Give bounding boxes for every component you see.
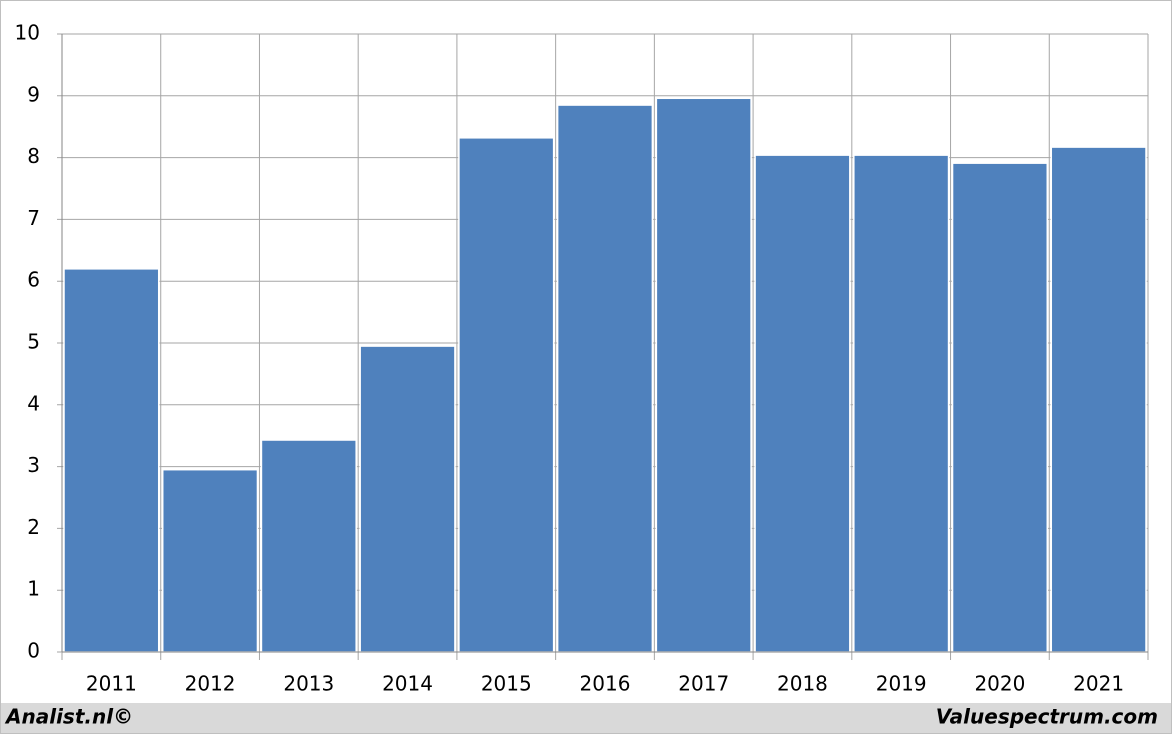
y-tick-label: 0 bbox=[27, 639, 40, 663]
y-tick-label: 9 bbox=[27, 82, 40, 106]
y-tick-label: 8 bbox=[27, 144, 40, 168]
y-tick-label: 5 bbox=[27, 330, 40, 354]
y-tick-label: 3 bbox=[27, 453, 40, 477]
x-tick-label: 2017 bbox=[678, 672, 729, 696]
footer-right: Valuespectrum.com bbox=[936, 705, 1158, 729]
bar bbox=[951, 162, 1049, 653]
x-tick-label: 2021 bbox=[1073, 672, 1124, 696]
footer-band bbox=[1, 703, 1171, 733]
y-tick-label: 1 bbox=[27, 577, 40, 601]
bar bbox=[458, 137, 555, 653]
y-tick-label: 10 bbox=[15, 21, 40, 45]
y-tick-label: 7 bbox=[27, 206, 40, 230]
bar bbox=[655, 97, 752, 653]
bar bbox=[556, 104, 654, 653]
x-tick-label: 2018 bbox=[777, 672, 828, 696]
bar bbox=[754, 154, 851, 653]
bar bbox=[63, 268, 160, 653]
x-tick-label: 2016 bbox=[580, 672, 631, 696]
y-tick-label: 6 bbox=[27, 268, 40, 292]
bar bbox=[359, 345, 456, 653]
x-tick-label: 2020 bbox=[974, 672, 1025, 696]
x-tick-label: 2014 bbox=[382, 672, 433, 696]
bar bbox=[853, 154, 950, 653]
bar bbox=[260, 439, 357, 653]
x-tick-label: 2011 bbox=[86, 672, 137, 696]
x-tick-label: 2015 bbox=[481, 672, 532, 696]
footer-left: Analist.nl© bbox=[4, 705, 133, 729]
bar bbox=[161, 468, 259, 653]
y-tick-label: 2 bbox=[27, 515, 40, 539]
x-tick-label: 2019 bbox=[876, 672, 927, 696]
bar bbox=[1050, 146, 1147, 653]
x-tick-label: 2012 bbox=[185, 672, 236, 696]
y-tick-label: 4 bbox=[27, 391, 40, 415]
x-tick-label: 2013 bbox=[283, 672, 334, 696]
